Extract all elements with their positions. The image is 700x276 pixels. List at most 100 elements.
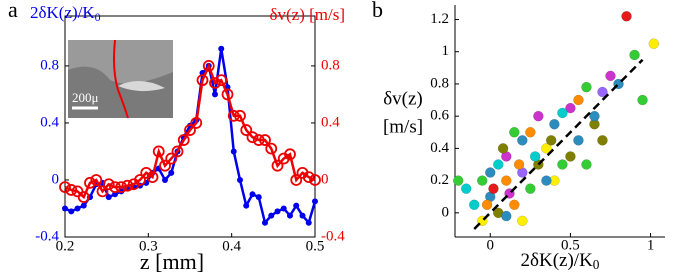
point: [545, 135, 557, 146]
point: [215, 74, 228, 87]
point: [501, 175, 512, 186]
y2-tick-label: 0.8: [321, 57, 340, 73]
point: [165, 152, 178, 165]
panel-letter: a: [8, 0, 18, 22]
point: [268, 212, 275, 219]
point: [290, 174, 303, 186]
point: [287, 212, 293, 219]
point: [477, 175, 488, 186]
point: [259, 134, 271, 146]
point: [171, 145, 184, 158]
point: [262, 219, 268, 226]
point: [134, 174, 146, 186]
x-tick-label: 0.2: [56, 238, 75, 254]
x-axis-label: 2δK(z)/K0: [521, 250, 600, 272]
point: [293, 202, 300, 209]
point: [102, 178, 115, 191]
point: [202, 60, 215, 72]
point: [305, 219, 312, 226]
point: [246, 131, 259, 144]
point: [621, 11, 632, 22]
point: [265, 142, 278, 155]
point: [230, 148, 237, 155]
point: [237, 176, 243, 183]
y2-tick-label: 0: [321, 171, 329, 187]
point: [581, 159, 592, 170]
x-axis-label: z [mm]: [140, 249, 204, 274]
point: [243, 202, 250, 209]
point: [284, 148, 296, 161]
point: [573, 94, 584, 106]
x-tick-label: 0.4: [222, 238, 241, 254]
point: [533, 110, 544, 122]
y-axis-label: δv(z): [383, 88, 423, 109]
point: [240, 124, 253, 136]
point: [648, 38, 660, 49]
inset-scale-label: 200μ: [72, 90, 99, 105]
point: [190, 117, 203, 129]
point: [509, 199, 520, 211]
point: [529, 151, 541, 162]
point: [605, 70, 616, 82]
x-axis-label-main: 2δK(z)/K: [521, 250, 594, 271]
point: [485, 167, 496, 178]
x-tick-label: 0: [487, 237, 495, 253]
point: [234, 109, 246, 122]
point: [557, 107, 568, 119]
point: [573, 135, 584, 146]
point: [299, 212, 306, 219]
point: [65, 184, 78, 196]
y-axis-label: 2δK(z)/K0: [30, 3, 101, 24]
point: [509, 127, 520, 138]
point: [517, 215, 528, 227]
plot-frame: [64, 15, 316, 238]
y2-axis-label: δv(z) [m/s]: [269, 5, 345, 24]
point: [84, 176, 96, 189]
point: [177, 134, 190, 146]
point: [121, 179, 134, 192]
point: [557, 159, 568, 170]
point: [565, 102, 576, 114]
y-tick-label: 0: [442, 204, 450, 220]
y-tick-label: 0.8: [430, 75, 449, 91]
y-tick-label: 0.4: [40, 114, 59, 130]
point: [227, 109, 240, 122]
y-tick-label: 1: [442, 43, 450, 59]
y-tick-label: 0.6: [430, 108, 449, 124]
point: [109, 181, 121, 193]
point: [68, 208, 75, 215]
point: [589, 110, 600, 122]
y-tick-label: 0: [52, 171, 60, 187]
y-axis-label: [m/s]: [383, 116, 423, 137]
point: [597, 86, 608, 98]
point: [513, 159, 525, 170]
y-tick-label: 0.4: [430, 140, 449, 156]
point: [460, 183, 472, 194]
point: [629, 49, 640, 61]
point: [252, 134, 265, 146]
point: [271, 159, 284, 172]
point: [549, 118, 560, 130]
point: [481, 199, 493, 211]
point: [493, 159, 504, 170]
point: [74, 205, 81, 212]
point: [249, 191, 256, 198]
point: [115, 181, 128, 193]
series-line: [64, 62, 316, 200]
point: [105, 194, 112, 201]
point: [525, 127, 536, 138]
point: [59, 181, 71, 193]
point: [468, 199, 480, 211]
point: [501, 210, 512, 222]
point: [541, 143, 552, 154]
point: [597, 135, 608, 146]
point: [209, 77, 221, 89]
inset-image: [68, 39, 173, 119]
point: [541, 175, 552, 186]
y2-tick-label: -0.4: [321, 228, 345, 244]
point: [159, 159, 171, 172]
point: [184, 124, 196, 136]
point: [302, 171, 315, 184]
point: [80, 202, 87, 209]
